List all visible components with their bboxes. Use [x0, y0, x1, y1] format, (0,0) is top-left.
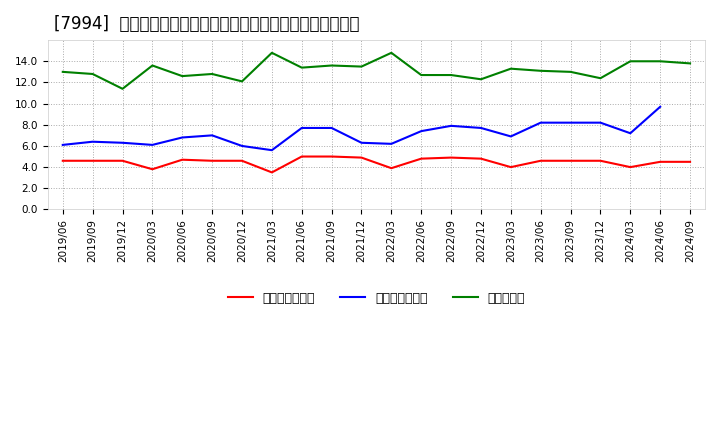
在庫回転率: [148, 63, 157, 68]
買入債務回転率: [297, 125, 306, 131]
在庫回転率: [238, 79, 246, 84]
在庫回転率: [357, 64, 366, 69]
在庫回転率: [268, 50, 276, 55]
買入債務回転率: [417, 128, 426, 134]
売上債権回転率: [417, 156, 426, 161]
Legend: 売上債権回転率, 買入債務回転率, 在庫回転率: 売上債権回転率, 買入債務回転率, 在庫回転率: [222, 287, 530, 310]
買入債務回転率: [357, 140, 366, 145]
在庫回転率: [685, 61, 694, 66]
売上債権回転率: [118, 158, 127, 163]
売上債権回転率: [507, 165, 516, 170]
買入債務回転率: [536, 120, 545, 125]
買入債務回転率: [507, 134, 516, 139]
買入債務回転率: [387, 141, 396, 147]
売上債権回転率: [685, 159, 694, 165]
買入債務回転率: [118, 140, 127, 145]
売上債権回転率: [477, 156, 485, 161]
売上債権回転率: [89, 158, 97, 163]
売上債権回転率: [566, 158, 575, 163]
売上債権回転率: [328, 154, 336, 159]
在庫回転率: [118, 86, 127, 92]
在庫回転率: [297, 65, 306, 70]
買入債務回転率: [656, 104, 665, 110]
在庫回転率: [208, 71, 217, 77]
在庫回転率: [89, 71, 97, 77]
買入債務回転率: [208, 133, 217, 138]
買入債務回転率: [596, 120, 605, 125]
在庫回転率: [566, 69, 575, 74]
売上債権回転率: [656, 159, 665, 165]
売上債権回転率: [357, 155, 366, 160]
Text: [7994]  売上債権回転率、買入債務回転率、在庫回転率の推移: [7994] 売上債権回転率、買入債務回転率、在庫回転率の推移: [55, 15, 360, 33]
買入債務回転率: [58, 142, 67, 147]
在庫回転率: [596, 76, 605, 81]
売上債権回転率: [297, 154, 306, 159]
在庫回転率: [507, 66, 516, 71]
売上債権回転率: [447, 155, 456, 160]
売上債権回転率: [536, 158, 545, 163]
在庫回転率: [417, 73, 426, 78]
売上債権回転率: [268, 170, 276, 175]
買入債務回転率: [626, 131, 634, 136]
売上債権回転率: [148, 167, 157, 172]
Line: 買入債務回転率: 買入債務回転率: [63, 107, 660, 150]
売上債権回転率: [178, 157, 186, 162]
買入債務回転率: [268, 147, 276, 153]
買入債務回転率: [238, 143, 246, 149]
売上債権回転率: [387, 165, 396, 171]
在庫回転率: [387, 50, 396, 55]
在庫回転率: [178, 73, 186, 79]
在庫回転率: [58, 69, 67, 74]
売上債権回転率: [58, 158, 67, 163]
売上債権回転率: [208, 158, 217, 163]
売上債権回転率: [626, 165, 634, 170]
在庫回転率: [477, 77, 485, 82]
在庫回転率: [536, 68, 545, 73]
Line: 売上債権回転率: 売上債権回転率: [63, 157, 690, 172]
売上債権回転率: [238, 158, 246, 163]
在庫回転率: [447, 73, 456, 78]
Line: 在庫回転率: 在庫回転率: [63, 53, 690, 89]
在庫回転率: [328, 63, 336, 68]
買入債務回転率: [178, 135, 186, 140]
買入債務回転率: [566, 120, 575, 125]
買入債務回転率: [148, 142, 157, 147]
買入債務回転率: [447, 123, 456, 128]
売上債権回転率: [596, 158, 605, 163]
買入債務回転率: [328, 125, 336, 131]
在庫回転率: [656, 59, 665, 64]
在庫回転率: [626, 59, 634, 64]
買入債務回転率: [89, 139, 97, 144]
買入債務回転率: [477, 125, 485, 131]
